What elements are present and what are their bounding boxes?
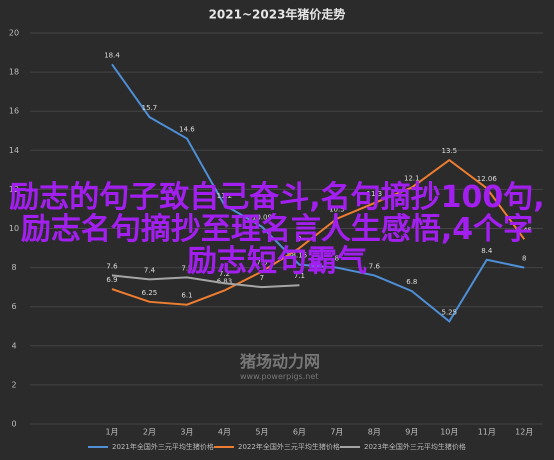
legend-label: 2021年全国外三元平均生猪价格: [112, 442, 214, 451]
x-tick-label: 12月: [515, 428, 533, 437]
data-label: 5.25: [442, 308, 458, 316]
x-tick-label: 3月: [180, 428, 193, 437]
y-tick-label: 10: [9, 224, 19, 233]
data-label: 8: [522, 255, 526, 263]
data-label: 6.25: [142, 289, 158, 297]
data-label: 7.6: [106, 262, 118, 270]
data-label: 6.1: [181, 292, 192, 300]
overlay-text: 励志的句子致自己奋斗,名句摘抄100句,励志名句摘抄至理名言人生感悟,4个字励志…: [9, 180, 545, 279]
data-label: 9.45: [516, 226, 532, 234]
data-label: 10.5: [329, 206, 345, 214]
data-label: 8: [335, 255, 339, 263]
data-label: 7.4: [144, 266, 156, 274]
legend-label: 2022年全国外三元平均生猪价格: [238, 442, 340, 451]
watermark: 猪场动力网 www.powerpigs.net: [240, 348, 320, 381]
y-tick-label: 6: [11, 302, 16, 311]
data-label: 6.83: [217, 277, 233, 285]
x-tick-label: 6月: [293, 428, 306, 437]
y-tick-label: 20: [9, 29, 19, 38]
data-label: 10.09: [252, 214, 272, 222]
data-label: 12.1: [404, 174, 420, 182]
x-tick-label: 10月: [440, 428, 458, 437]
y-tick-label: 2: [11, 380, 16, 389]
x-tick-label: 4月: [218, 428, 231, 437]
data-label: 7.6: [369, 262, 381, 270]
watermark-name: 猪场动力网: [240, 352, 321, 371]
series-line: [111, 274, 300, 289]
data-label: 9: [297, 235, 301, 243]
series-line: [111, 158, 526, 306]
data-label: 14.6: [179, 126, 195, 134]
data-label: 11.2: [217, 192, 233, 200]
data-label: 7.8: [256, 259, 267, 267]
data-label: 6.8: [406, 278, 417, 286]
y-tick-label: 0: [11, 420, 16, 429]
data-label: 18.4: [104, 51, 120, 59]
chart-title: 2021~2023年猪价走势: [209, 7, 346, 22]
x-tick-label: 7月: [330, 428, 343, 437]
data-label: 12.06: [477, 175, 498, 183]
data-label: 13.5: [442, 147, 458, 155]
data-label: 7.1: [294, 272, 305, 280]
x-tick-label: 2月: [143, 428, 156, 437]
data-label: 8.4: [481, 247, 493, 255]
data-label: 15.7: [142, 104, 158, 112]
x-tick-label: 8月: [368, 428, 381, 437]
y-tick-label: 18: [9, 68, 19, 77]
data-label: 8.15: [292, 252, 308, 260]
x-tick-label: 1月: [105, 428, 118, 437]
x-tick-label: 5月: [255, 428, 268, 437]
data-label: 6.9: [106, 276, 117, 284]
y-tick-label: 8: [11, 263, 16, 272]
y-tick-label: 16: [9, 107, 19, 116]
data-label: 11.3: [367, 190, 383, 198]
x-tick-label: 11月: [478, 428, 496, 437]
data-label: 7.5: [181, 264, 192, 272]
x-tick-label: 9月: [405, 428, 418, 437]
series-line: [111, 63, 525, 323]
y-tick-label: 4: [11, 341, 16, 350]
data-label: 7.2: [219, 270, 230, 278]
y-tick-label: 14: [9, 146, 19, 155]
legend-label: 2023年全国外三元平均生猪价格: [364, 442, 466, 451]
watermark-url: www.powerpigs.net: [240, 372, 319, 381]
y-tick-label: 12: [9, 185, 19, 194]
data-label: 7: [260, 274, 264, 282]
